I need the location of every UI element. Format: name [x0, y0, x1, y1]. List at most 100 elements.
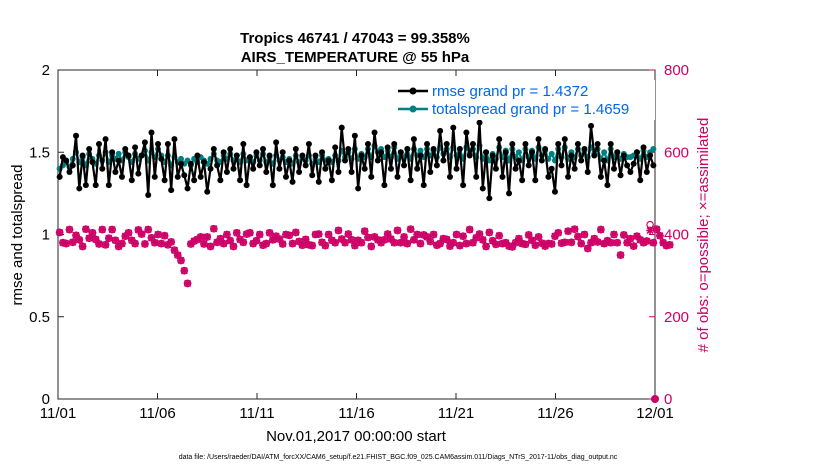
rmse-point: [647, 152, 654, 159]
rmse-point: [155, 141, 162, 148]
obs-assimilated-point: [459, 232, 467, 240]
totalspread-point: [178, 155, 185, 162]
totalspread-point: [650, 145, 657, 152]
x-tick-label: 11/11: [239, 405, 274, 422]
rmse-point: [453, 165, 460, 172]
obs-assimilated-point: [190, 237, 198, 245]
rmse-point: [148, 129, 155, 136]
rmse-point: [351, 132, 358, 139]
obs-assimilated-point: [374, 236, 382, 244]
rmse-point: [125, 152, 132, 159]
obs-assimilated-point: [164, 240, 172, 249]
rmse-point: [584, 168, 591, 175]
obs-assimilated-point: [538, 239, 546, 247]
obs-assimilated-point: [108, 225, 116, 234]
rmse-point: [338, 124, 345, 131]
rmse-point: [368, 173, 375, 180]
obs-assimilated-point: [278, 240, 287, 248]
rmse-point: [483, 149, 490, 156]
rmse-point: [479, 185, 486, 192]
obs-assimilated-point: [144, 225, 153, 234]
obs-assimilated-point: [160, 231, 169, 240]
rmse-point: [650, 162, 657, 169]
legend-box: [393, 80, 655, 120]
obs-assimilated-point: [390, 238, 399, 247]
obs-assimilated-point: [462, 239, 471, 248]
rmse-point: [446, 173, 453, 180]
rmse-point: [282, 173, 289, 180]
rmse-point: [286, 157, 293, 164]
obs-assimilated-point: [656, 231, 664, 240]
obs-assimilated-point: [341, 238, 349, 247]
rmse-point: [276, 165, 283, 172]
obs-assimilated-point: [433, 241, 441, 249]
obs-assimilated-point: [406, 225, 415, 233]
rmse-point: [66, 168, 73, 175]
obs-assimilated-point: [75, 236, 84, 244]
rmse-point: [555, 141, 562, 148]
rmse-point: [489, 152, 496, 159]
rmse-point: [315, 178, 322, 185]
obs-assimilated-point: [282, 230, 290, 239]
axis-ticks: [57, 69, 656, 400]
rmse-point: [260, 145, 267, 152]
rmse-point: [538, 157, 545, 164]
rmse-point: [371, 129, 378, 136]
rmse-point: [460, 182, 467, 189]
obs-assimilated-point: [508, 243, 517, 251]
obs-assimilated-point: [577, 239, 585, 248]
rmse-point: [187, 160, 194, 167]
obs-assimilated-point: [347, 236, 356, 244]
obs-assimilated-point: [95, 240, 103, 248]
obs-assimilated-point: [298, 241, 307, 249]
rmse-point: [492, 165, 499, 172]
rmse-point: [633, 149, 640, 156]
rmse-point: [535, 136, 542, 143]
obs-assimilated-point: [423, 233, 431, 241]
rmse-point: [309, 172, 316, 179]
obs-assimilated-point: [318, 238, 326, 247]
rmse-point: [345, 145, 352, 152]
obs-assimilated-point: [665, 240, 674, 249]
obs-assimilated-point: [219, 239, 228, 248]
rmse-point: [414, 165, 421, 172]
rmse-point: [561, 136, 568, 143]
obs-assimilated-point: [616, 251, 625, 259]
rmse-point: [227, 145, 234, 152]
rmse-point: [191, 177, 198, 184]
obs-assimilated-point: [351, 241, 359, 250]
rmse-point: [381, 182, 388, 189]
rmse-series: [56, 119, 657, 202]
rmse-point: [473, 173, 480, 180]
rmse-point: [384, 144, 391, 151]
obs-assimilated-point: [114, 242, 123, 251]
totalspread-point: [417, 147, 424, 154]
rmse-point: [558, 162, 565, 169]
obs-assimilated-point: [547, 240, 556, 248]
rmse-point: [620, 152, 627, 159]
rmse-point: [292, 145, 299, 152]
rmse-point: [551, 188, 558, 195]
rmse-point: [174, 173, 181, 180]
rmse-point: [548, 165, 555, 172]
rmse-point: [82, 182, 89, 189]
x-tick-label: 11/01: [40, 405, 76, 422]
obs-assimilated-point: [334, 226, 343, 235]
rmse-point: [214, 162, 221, 169]
obs-assimilated-point: [511, 238, 520, 247]
rmse-point: [528, 149, 535, 156]
obs-assimilated-point: [147, 233, 156, 242]
rmse-point: [164, 141, 171, 148]
rmse-point: [450, 124, 457, 131]
obs-assimilated-point: [613, 238, 622, 247]
rmse-point: [96, 141, 103, 148]
obs-assimilated-point: [128, 236, 136, 245]
obs-assimilated-point: [400, 233, 408, 241]
rmse-point: [624, 162, 631, 169]
rmse-point: [102, 136, 109, 143]
obs-assimilated-point: [285, 231, 294, 240]
obs-assimilated-point: [439, 234, 448, 243]
rmse-point: [332, 144, 339, 151]
rmse-point: [617, 172, 624, 179]
rmse-point: [594, 141, 601, 148]
